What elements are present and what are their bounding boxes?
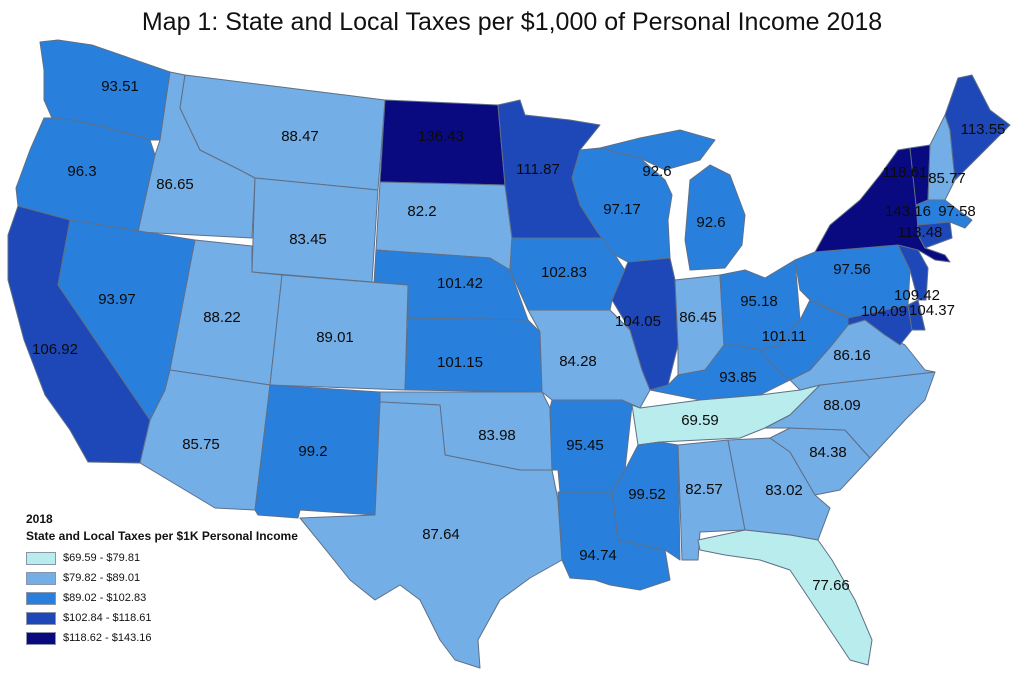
value-label: 99.2 bbox=[298, 443, 327, 460]
state-UP[interactable] bbox=[599, 129, 716, 171]
value-label: 88.22 bbox=[203, 309, 241, 326]
value-label: 93.85 bbox=[719, 369, 757, 386]
legend-item: $118.62 - $143.16 bbox=[26, 628, 326, 648]
value-label: 101.11 bbox=[762, 328, 807, 345]
legend-label: $118.62 - $143.16 bbox=[63, 632, 152, 644]
value-label: 95.45 bbox=[566, 437, 604, 454]
legend-swatch bbox=[26, 591, 56, 605]
value-label: 77.66 bbox=[812, 577, 850, 594]
value-label: 88.47 bbox=[281, 128, 319, 145]
value-label: 85.75 bbox=[182, 436, 220, 453]
value-label: 86.65 bbox=[156, 176, 194, 193]
legend-swatch bbox=[26, 571, 56, 585]
value-label: 83.45 bbox=[289, 231, 327, 248]
value-label: 84.38 bbox=[809, 444, 847, 461]
legend-label: $69.59 - $79.81 bbox=[63, 552, 141, 564]
value-label: 92.6 bbox=[642, 163, 671, 180]
legend-label: $89.02 - $102.83 bbox=[63, 592, 147, 604]
state-MS[interactable] bbox=[611, 441, 681, 561]
state-MI[interactable] bbox=[684, 164, 746, 271]
legend-label: $79.82 - $89.01 bbox=[63, 572, 141, 584]
legend-year: 2018 bbox=[26, 512, 53, 526]
value-label: 136.43 bbox=[418, 128, 464, 145]
value-label: 87.64 bbox=[422, 526, 460, 543]
value-label: 101.15 bbox=[437, 354, 483, 371]
value-label: 82.57 bbox=[685, 481, 723, 498]
state-FL[interactable] bbox=[697, 529, 873, 666]
value-label: 106.92 bbox=[32, 341, 78, 358]
value-label: 111.87 bbox=[516, 161, 560, 178]
value-label: 93.51 bbox=[101, 78, 139, 95]
state-DE[interactable] bbox=[907, 299, 926, 331]
state-TX[interactable] bbox=[299, 401, 563, 669]
map-legend: 2018 State and Local Taxes per $1K Perso… bbox=[26, 512, 326, 648]
value-label: 101.42 bbox=[437, 275, 483, 292]
value-label: 109.42 bbox=[894, 287, 940, 304]
legend-title: State and Local Taxes per $1K Personal I… bbox=[26, 529, 298, 543]
value-label: 113.55 bbox=[961, 121, 1006, 138]
legend-item: $79.82 - $89.01 bbox=[26, 568, 326, 588]
value-label: 83.98 bbox=[478, 427, 516, 444]
legend-swatch bbox=[26, 551, 56, 565]
value-label: 84.28 bbox=[559, 353, 597, 370]
value-label: 69.59 bbox=[681, 412, 719, 429]
value-label: 89.01 bbox=[316, 329, 354, 346]
value-label: 82.2 bbox=[407, 203, 436, 220]
legend-label: $102.84 - $118.61 bbox=[63, 612, 152, 624]
value-label: 86.45 bbox=[679, 309, 717, 326]
legend-item: $89.02 - $102.83 bbox=[26, 588, 326, 608]
value-label: 95.18 bbox=[740, 293, 778, 310]
state-CT[interactable] bbox=[917, 221, 953, 249]
value-label: 94.74 bbox=[579, 547, 617, 564]
legend-item: $102.84 - $118.61 bbox=[26, 608, 326, 628]
value-label: 93.97 bbox=[98, 291, 136, 308]
value-label: 97.17 bbox=[603, 201, 641, 218]
value-label: 102.83 bbox=[541, 264, 587, 281]
value-label: 113.48 bbox=[898, 224, 943, 241]
value-label: 118.61 bbox=[883, 164, 928, 181]
value-label: 104.37 bbox=[909, 302, 955, 319]
value-label: 85.77 bbox=[928, 170, 966, 187]
value-label: 86.16 bbox=[833, 347, 871, 364]
value-label: 83.02 bbox=[765, 482, 803, 499]
value-label: 104.05 bbox=[615, 313, 661, 330]
legend-swatch bbox=[26, 611, 56, 625]
value-label: 97.56 bbox=[833, 261, 871, 278]
state-ME[interactable] bbox=[944, 74, 1011, 181]
legend-swatch bbox=[26, 631, 56, 645]
value-label: 104.09 bbox=[861, 303, 907, 320]
legend-item: $69.59 - $79.81 bbox=[26, 548, 326, 568]
value-labels: 93.51 96.3 106.92 86.65 93.97 88.47 83.4… bbox=[32, 78, 1005, 594]
value-label: 99.52 bbox=[628, 486, 666, 503]
value-label: 88.09 bbox=[823, 397, 861, 414]
value-label: 96.3 bbox=[67, 163, 96, 180]
value-label: 143.16 bbox=[885, 203, 931, 220]
state-WV[interactable] bbox=[759, 299, 849, 381]
map-title: Map 1: State and Local Taxes per $1,000 … bbox=[141, 8, 883, 36]
state-NC[interactable] bbox=[764, 371, 936, 459]
value-label: 97.58 bbox=[938, 203, 976, 220]
value-label: 92.6 bbox=[696, 214, 725, 231]
